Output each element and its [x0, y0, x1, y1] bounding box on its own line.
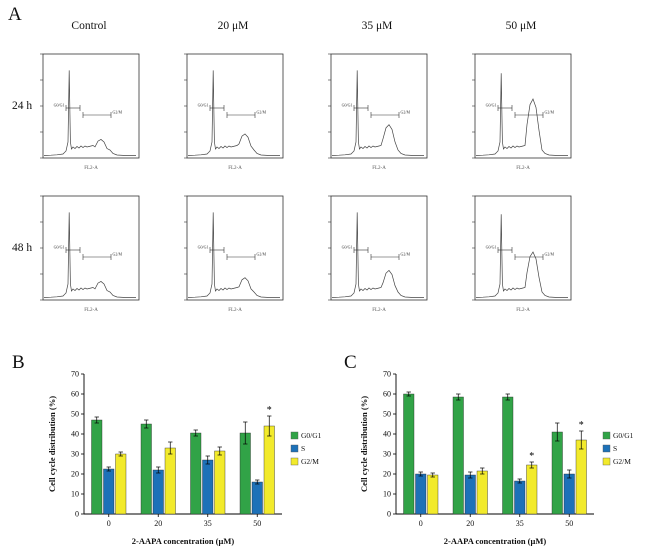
panel-b-label: B: [12, 352, 25, 373]
svg-text:G2/M: G2/M: [113, 110, 123, 115]
svg-text:G0/G1: G0/G1: [486, 103, 497, 108]
svg-text:FL2-A: FL2-A: [228, 166, 242, 171]
row-label-48h: 48 h: [12, 242, 33, 254]
flow-histogram: G0/G1 G2/M FL2-A: [179, 52, 287, 174]
svg-text:35: 35: [516, 519, 524, 528]
svg-text:2-AAPA concentration (μM): 2-AAPA concentration (μM): [444, 536, 547, 546]
svg-text:G2/M: G2/M: [545, 110, 555, 115]
flow-histogram: G0/G1 G2/M FL2-A: [467, 194, 575, 316]
svg-text:0: 0: [107, 519, 111, 528]
flow-histogram-svg: G0/G1 G2/M FL2-A: [328, 53, 428, 171]
panel-c-label: C: [344, 352, 357, 373]
svg-text:70: 70: [71, 370, 79, 379]
flow-histogram-svg: G0/G1 G2/M FL2-A: [40, 53, 140, 171]
svg-text:Cell cycle distribution (%): Cell cycle distribution (%): [47, 396, 57, 492]
flow-histogram-svg: G0/G1 G2/M FL2-A: [40, 195, 140, 313]
svg-text:0: 0: [75, 510, 79, 519]
column-header-20um: 20 μM: [217, 20, 249, 32]
flow-histogram: G0/G1 G2/M FL2-A: [179, 194, 287, 316]
svg-text:35: 35: [204, 519, 212, 528]
bar-chart-panel-b: 0 10 20 30 40 50 60 70 Cell cycle distribution (…: [47, 370, 322, 546]
flow-histogram: G0/G1 G2/M FL2-A: [467, 52, 575, 174]
column-header-50um: 50 μM: [505, 20, 537, 32]
svg-text:50: 50: [383, 410, 391, 419]
svg-text:G2/M: G2/M: [257, 110, 267, 115]
svg-text:20: 20: [154, 519, 162, 528]
svg-text:FL2-A: FL2-A: [516, 308, 530, 313]
svg-text:20: 20: [466, 519, 474, 528]
svg-text:G2/M: G2/M: [613, 457, 631, 466]
svg-text:G0/G1: G0/G1: [198, 245, 209, 250]
svg-text:50: 50: [253, 519, 261, 528]
svg-text:40: 40: [71, 430, 79, 439]
svg-text:*: *: [579, 420, 584, 431]
flow-histogram: G0/G1 G2/M FL2-A: [323, 52, 431, 174]
svg-text:50: 50: [565, 519, 573, 528]
svg-text:60: 60: [383, 390, 391, 399]
flow-histogram-svg: G0/G1 G2/M FL2-A: [184, 53, 284, 171]
svg-text:FL2-A: FL2-A: [228, 308, 242, 313]
svg-text:2-AAPA concentration (μM): 2-AAPA concentration (μM): [132, 536, 235, 546]
svg-text:20: 20: [71, 470, 79, 479]
svg-text:*: *: [267, 405, 272, 416]
svg-text:G0/G1: G0/G1: [54, 103, 65, 108]
svg-text:S: S: [301, 444, 305, 453]
svg-text:G2/M: G2/M: [257, 252, 267, 257]
svg-text:FL2-A: FL2-A: [84, 308, 98, 313]
svg-text:G0/G1: G0/G1: [486, 245, 497, 250]
flow-histogram: G0/G1 G2/M FL2-A: [35, 194, 143, 316]
svg-text:G2/M: G2/M: [401, 110, 411, 115]
panel-a-label: A: [8, 4, 22, 25]
flow-histogram-svg: G0/G1 G2/M FL2-A: [472, 195, 572, 313]
flow-histogram: G0/G1 G2/M FL2-A: [35, 52, 143, 174]
svg-text:FL2-A: FL2-A: [516, 166, 530, 171]
svg-text:G0/G1: G0/G1: [342, 245, 353, 250]
svg-text:Cell cycle distribution (%): Cell cycle distribution (%): [359, 396, 369, 492]
svg-text:G0/G1: G0/G1: [342, 103, 353, 108]
svg-text:G2/M: G2/M: [113, 252, 123, 257]
flow-histogram-svg: G0/G1 G2/M FL2-A: [184, 195, 284, 313]
column-header-control: Control: [71, 20, 107, 32]
svg-text:G0/G1: G0/G1: [301, 431, 322, 440]
svg-text:G0/G1: G0/G1: [613, 431, 634, 440]
svg-text:30: 30: [383, 450, 391, 459]
svg-text:10: 10: [71, 490, 79, 499]
svg-text:FL2-A: FL2-A: [84, 166, 98, 171]
svg-text:*: *: [529, 451, 534, 462]
svg-text:30: 30: [71, 450, 79, 459]
svg-text:G2/M: G2/M: [401, 252, 411, 257]
svg-text:G2/M: G2/M: [545, 252, 555, 257]
svg-text:S: S: [613, 444, 617, 453]
svg-text:10: 10: [383, 490, 391, 499]
flow-histogram: G0/G1 G2/M FL2-A: [323, 194, 431, 316]
svg-text:G2/M: G2/M: [301, 457, 319, 466]
svg-text:FL2-A: FL2-A: [372, 308, 386, 313]
flow-histogram-svg: G0/G1 G2/M FL2-A: [328, 195, 428, 313]
svg-text:20: 20: [383, 470, 391, 479]
svg-text:40: 40: [383, 430, 391, 439]
svg-text:70: 70: [383, 370, 391, 379]
svg-text:FL2-A: FL2-A: [372, 166, 386, 171]
svg-text:G0/G1: G0/G1: [198, 103, 209, 108]
svg-text:60: 60: [71, 390, 79, 399]
row-label-24h: 24 h: [12, 100, 33, 112]
flow-histogram-svg: G0/G1 G2/M FL2-A: [472, 53, 572, 171]
column-header-35um: 35 μM: [361, 20, 393, 32]
svg-text:0: 0: [387, 510, 391, 519]
svg-text:0: 0: [419, 519, 423, 528]
svg-text:G0/G1: G0/G1: [54, 245, 65, 250]
svg-text:50: 50: [71, 410, 79, 419]
bar-chart-panel-c: 0 10 20 30 40 50 60 70 Cell cycle distribution (…: [359, 370, 634, 546]
